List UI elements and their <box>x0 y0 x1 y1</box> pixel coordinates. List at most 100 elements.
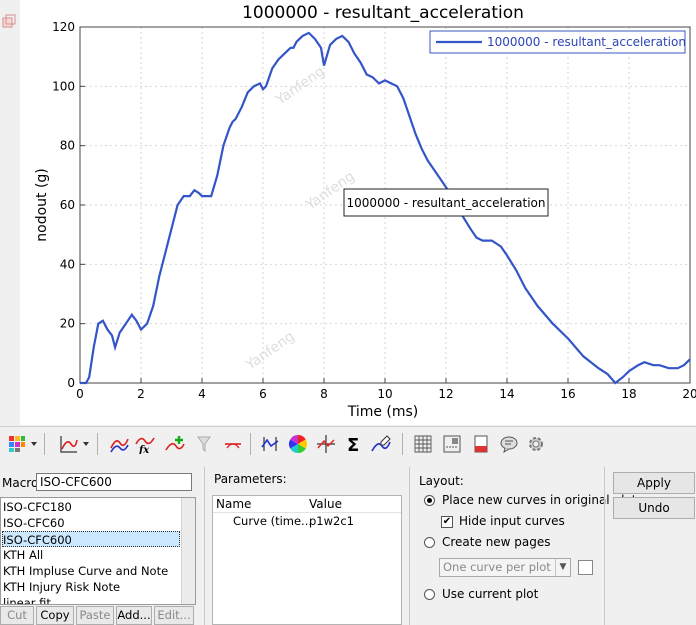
dropdown-arrow-icon[interactable] <box>29 433 39 455</box>
dotted-grid-icon[interactable] <box>441 433 463 455</box>
paste-button[interactable]: Paste <box>76 606 114 625</box>
param-value-header: Value <box>309 497 342 511</box>
plot-frame <box>79 26 691 384</box>
undo-button[interactable]: Undo <box>613 497 695 519</box>
current-plot-radio[interactable] <box>424 589 435 600</box>
param-name-header: Name <box>216 497 252 511</box>
edit-button[interactable]: Edit... <box>154 606 194 625</box>
current-plot-label[interactable]: Use current plot <box>442 587 539 601</box>
param-name-cell: Curve (time... <box>233 514 313 528</box>
toolbar-separator <box>250 433 251 455</box>
chart-title: 1000000 - resultant_acceleration <box>242 3 524 23</box>
y-tick-label: 0 <box>67 376 75 390</box>
curve-note-text: 1000000 - resultant_acceleration <box>347 196 546 210</box>
param-value-cell[interactable]: p1w2c1 <box>309 514 354 528</box>
legend-entry: 1000000 - resultant_acceleration <box>487 35 686 49</box>
sigma-icon[interactable]: Σ <box>343 433 365 455</box>
original-plot-radio[interactable] <box>424 495 435 506</box>
legend[interactable]: 1000000 - resultant_acceleration <box>429 30 686 54</box>
cut-button[interactable]: Cut <box>0 606 34 625</box>
macro-item[interactable]: ISO-CFC180 <box>3 500 72 514</box>
y-axis-label: nodout (g) <box>34 168 50 242</box>
chart-svg: 1000000 - resultant_acceleration nodout … <box>34 3 696 420</box>
add-button[interactable]: Add... <box>116 606 152 625</box>
macro-list[interactable]: ISO-CFC180 ISO-CFC60 ISO-CFC600 KTH All … <box>0 497 196 605</box>
add-curve-icon[interactable] <box>164 433 186 455</box>
page-icon[interactable] <box>470 433 492 455</box>
macro-item[interactable]: KTH Impluse Curve and Note <box>3 564 169 578</box>
curve-note[interactable]: 1000000 - resultant_acceleration <box>343 188 549 217</box>
macro-label: Macro: <box>2 476 43 490</box>
x-tick-label: 4 <box>198 387 206 401</box>
curve-trim-icon[interactable] <box>222 433 244 455</box>
macro-list-scrollbar[interactable] <box>181 498 195 604</box>
macro-panel: Macro: ISO-CFC600 ISO-CFC180 ISO-CFC60 I… <box>0 463 696 625</box>
x-tick-label: 2 <box>137 387 145 401</box>
left-strip <box>0 0 21 425</box>
copy-button[interactable]: Copy <box>36 606 74 625</box>
note-icon[interactable] <box>498 433 520 455</box>
hide-input-label[interactable]: Hide input curves <box>459 514 565 528</box>
watermark: Yanfeng <box>242 328 297 373</box>
x-tick-label: 12 <box>438 387 453 401</box>
toolbar-separator <box>402 433 403 455</box>
curve-fx-icon[interactable]: fx <box>134 433 156 455</box>
layout-label: Layout: <box>419 474 464 488</box>
x-tick-label: 10 <box>377 387 392 401</box>
x-tick-label: 20 <box>682 387 696 401</box>
parameters-header: Name Value <box>213 496 401 513</box>
x-tick-label: 6 <box>259 387 267 401</box>
curve-type-icon[interactable] <box>58 433 80 455</box>
y-tick-label: 60 <box>60 198 75 212</box>
color-wheel-icon[interactable] <box>287 433 309 455</box>
toolbar-separator <box>44 433 45 455</box>
y-tick-label: 80 <box>60 139 75 153</box>
y-tick-label: 120 <box>52 20 75 34</box>
panel-divider <box>204 467 205 625</box>
x-tick-label: 18 <box>621 387 636 401</box>
parameters-table[interactable]: Name Value Curve (time... p1w2c1 <box>212 495 402 625</box>
multicolor-grid-icon[interactable] <box>6 433 28 455</box>
curve-filter-icon[interactable] <box>193 433 215 455</box>
y-tick-label: 20 <box>60 317 75 331</box>
series-line[interactable] <box>80 31 691 385</box>
curve-list-icon[interactable] <box>108 433 130 455</box>
y-tick-label: 40 <box>60 257 75 271</box>
new-pages-radio[interactable] <box>424 537 435 548</box>
y-tick-label: 100 <box>52 79 75 93</box>
toolbar-separator <box>97 433 98 455</box>
x-tick-label: 8 <box>320 387 328 401</box>
dropdown-arrow-icon[interactable] <box>81 433 91 455</box>
hide-input-checkbox[interactable]: ✔ <box>441 516 453 528</box>
svg-text:Σ: Σ <box>347 435 359 454</box>
macro-item[interactable]: KTH Injury Risk Note <box>3 580 121 594</box>
apply-button[interactable]: Apply <box>613 472 695 494</box>
macro-item-selected[interactable]: ISO-CFC600 <box>2 531 180 547</box>
panel-divider <box>409 467 410 625</box>
gear-icon[interactable] <box>525 433 547 455</box>
macro-item[interactable]: linear fit <box>3 596 51 605</box>
curve-pen-icon[interactable] <box>370 433 392 455</box>
macro-item[interactable]: KTH All <box>3 548 44 562</box>
panel-divider <box>604 467 605 625</box>
new-pages-label[interactable]: Create new pages <box>442 535 551 549</box>
x-tick-label: 16 <box>560 387 575 401</box>
toolbar: fx Σ <box>0 426 696 464</box>
plot-area[interactable]: 1000000 - resultant_acceleration nodout … <box>20 0 696 425</box>
parameters-label: Parameters: <box>214 472 287 486</box>
macro-item[interactable]: ISO-CFC60 <box>3 516 65 530</box>
original-plot-label[interactable]: Place new curves in original plot <box>442 493 637 507</box>
svg-text:fx: fx <box>138 445 150 454</box>
layout-color-box[interactable] <box>578 560 593 575</box>
x-tick-label: 0 <box>76 387 84 401</box>
macro-input[interactable]: ISO-CFC600 <box>36 473 192 491</box>
chevron-down-icon: ▼ <box>555 559 570 576</box>
plot-corner-icon <box>2 14 16 28</box>
x-tick-label: 14 <box>499 387 514 401</box>
x-axis-label: Time (ms) <box>347 404 419 420</box>
grid-icon[interactable] <box>412 433 434 455</box>
peak-curve-icon[interactable] <box>259 433 281 455</box>
curves-per-plot-value: One curve per plot <box>443 560 551 574</box>
curves-per-plot-select[interactable]: One curve per plot ▼ <box>439 558 571 577</box>
crosshair-curve-icon[interactable] <box>315 433 337 455</box>
